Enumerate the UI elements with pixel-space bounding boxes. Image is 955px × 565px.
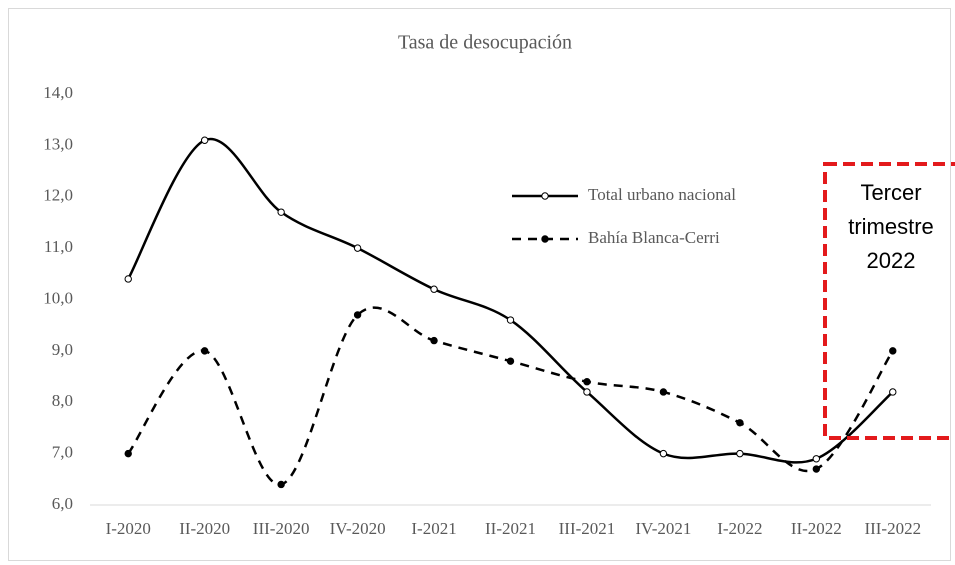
marker bbox=[812, 465, 821, 473]
marker bbox=[277, 480, 285, 489]
annotation-box bbox=[823, 162, 955, 440]
marker bbox=[659, 449, 668, 458]
annotation-text: Tercer bbox=[860, 180, 921, 205]
legend-marker bbox=[541, 192, 549, 200]
marker bbox=[200, 136, 209, 144]
x-tick-label: II-2020 bbox=[179, 519, 230, 538]
marker bbox=[506, 316, 515, 324]
y-tick-label: 12,0 bbox=[43, 186, 73, 205]
series-line bbox=[127, 306, 894, 486]
x-tick-label: III-2021 bbox=[559, 519, 616, 538]
series-line bbox=[127, 137, 894, 464]
marker bbox=[889, 388, 897, 396]
x-tick-label: III-2022 bbox=[864, 519, 921, 538]
marker bbox=[889, 347, 897, 355]
marker bbox=[736, 449, 744, 458]
x-tick-label: II-2022 bbox=[791, 519, 842, 538]
legend-label: Bahía Blanca-Cerri bbox=[588, 228, 720, 247]
marker bbox=[506, 357, 515, 365]
marker bbox=[277, 208, 285, 216]
marker bbox=[659, 388, 668, 396]
x-tick-label: IV-2021 bbox=[635, 519, 691, 538]
marker bbox=[353, 311, 362, 319]
marker bbox=[200, 347, 209, 355]
annotation-text: trimestre bbox=[848, 214, 934, 239]
marker bbox=[736, 419, 744, 427]
x-tick-label: I-2020 bbox=[106, 519, 151, 538]
marker bbox=[583, 378, 591, 386]
x-tick-label: II-2021 bbox=[485, 519, 536, 538]
y-tick-label: 9,0 bbox=[52, 340, 73, 359]
marker bbox=[583, 388, 591, 396]
x-tick-label: I-2022 bbox=[717, 519, 762, 538]
legend-label: Total urbano nacional bbox=[588, 185, 736, 204]
x-tick-label: III-2020 bbox=[253, 519, 310, 538]
legend-marker bbox=[541, 235, 549, 243]
x-tick-label: IV-2020 bbox=[330, 519, 386, 538]
y-tick-label: 8,0 bbox=[52, 391, 73, 410]
annotation-text: 2022 bbox=[867, 248, 916, 273]
y-tick-label: 7,0 bbox=[52, 443, 73, 462]
x-tick-label: I-2021 bbox=[411, 519, 456, 538]
marker bbox=[430, 285, 438, 293]
marker bbox=[430, 336, 438, 345]
y-tick-label: 13,0 bbox=[43, 134, 73, 153]
marker bbox=[353, 244, 362, 252]
y-tick-label: 14,0 bbox=[43, 83, 73, 102]
y-tick-label: 11,0 bbox=[44, 237, 73, 256]
marker bbox=[812, 455, 821, 463]
chart-border bbox=[8, 8, 951, 561]
marker bbox=[124, 449, 132, 458]
y-tick-label: 10,0 bbox=[43, 288, 73, 307]
y-tick-label: 6,0 bbox=[52, 494, 73, 513]
marker bbox=[124, 275, 132, 283]
chart-title: Tasa de desocupación bbox=[398, 32, 572, 54]
